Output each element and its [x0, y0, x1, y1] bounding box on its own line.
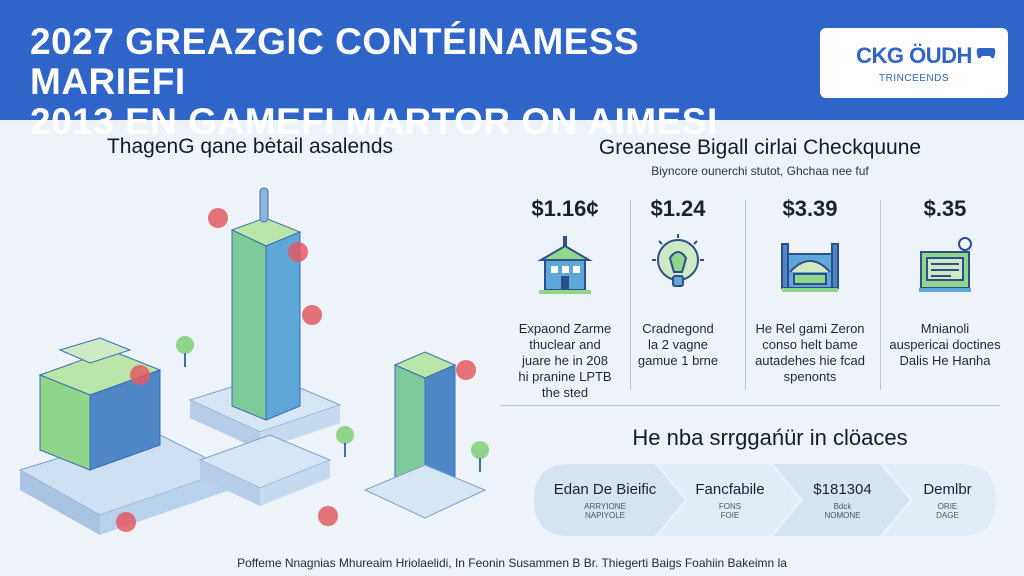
trees	[176, 336, 489, 472]
right-heading: Greanese Bigall cirlai Checkquune	[598, 136, 922, 159]
flow-heading: He nba srrggańür in clöaces	[632, 425, 908, 450]
step-subtitle: FONS FOIE	[718, 501, 742, 520]
tall-tower	[230, 187, 302, 421]
logo-subtitle: TRINCEENDS	[878, 72, 949, 84]
logo-name: CKG ÖUDH	[856, 42, 972, 68]
gamepad-icon	[976, 48, 996, 59]
process-flow: Edan De Bieific ARRYIONE NAPIYOLE Fancfa…	[530, 460, 1000, 540]
price-value: $.35	[923, 196, 967, 221]
page-title: 2027 GREAZGIC CONTÉINAMESS MARIEFI 2013 …	[30, 22, 790, 142]
price-column-3: $3.39 He Rel gami Zeron conso helt bame …	[750, 196, 870, 385]
step-subtitle: ARRYIONE NAPIYOLE	[584, 501, 626, 520]
step-title: Demlbr	[923, 480, 972, 498]
document-icon	[919, 237, 972, 292]
column-description: Cradnegond la 2 vagne gamue 1 brne	[637, 321, 719, 368]
price-value: $3.39	[782, 196, 838, 221]
price-column-4: $.35 Mnianoli auspericai doctines Dalis …	[885, 196, 1005, 369]
price-value: $1.16¢	[531, 196, 599, 221]
flow-step-1: Edan De Bieific ARRYIONE NAPIYOLE	[530, 460, 680, 540]
brand-logo: CKG ÖUDH TRINCEENDS	[820, 28, 1008, 98]
footer-note: Poffeme Nnagnias Mhureaim Hriolaelidi, I…	[237, 556, 787, 570]
left-block-building	[38, 337, 162, 471]
column-divider	[630, 200, 631, 390]
flow-step-4: Demlbr ORIE DAGE	[900, 460, 995, 540]
step-subtitle: ORIE DAGE	[936, 501, 959, 520]
flow-step-3: $181304 Bdck NOMONE	[785, 460, 900, 540]
title-line-1: 2027 GREAZGIC CONTÉINAMESS MARIEFI	[30, 21, 640, 102]
column-description: He Rel gami Zeron conso helt bame autade…	[755, 321, 865, 384]
header-banner: 2027 GREAZGIC CONTÉINAMESS MARIEFI 2013 …	[0, 0, 1024, 142]
price-column-1: $1.16¢ Expaond Zarme thuclear and juare …	[505, 196, 625, 401]
platform-center	[188, 374, 342, 506]
right-building	[363, 351, 487, 519]
building-icon	[537, 236, 593, 294]
red-badges	[116, 208, 476, 532]
left-heading: ThagenG qane bėtail asalends	[106, 135, 394, 158]
step-title: Fancfabile	[695, 480, 765, 498]
right-subheading: Biyncore ounerchi stutot, Ghchaa nee fuf	[651, 164, 869, 178]
step-subtitle: Bdck NOMONE	[824, 501, 861, 520]
flow-step-2: Fancfabile FONS FOIE	[670, 460, 790, 540]
column-description: Mnianoli auspericai doctines Dalis He Ha…	[889, 321, 1001, 368]
column-description: Expaond Zarme thuclear and juare he in 2…	[518, 321, 612, 400]
step-title: Edan De Bieific	[553, 480, 657, 498]
stadium-icon	[781, 243, 839, 292]
city-buildings-illustration	[18, 187, 489, 535]
section-divider	[500, 405, 1000, 406]
lightbulb-icon	[652, 234, 704, 287]
price-column-2: $1.24 Cradnegond la 2 vagne gamue 1 brne	[618, 196, 738, 369]
step-title: $181304	[813, 480, 872, 498]
column-divider	[745, 200, 746, 390]
price-value: $1.24	[650, 196, 706, 221]
flow-chevrons	[534, 464, 996, 536]
title-line-2: 2013 EN GAMEFI MARTOR ON AIMESI	[30, 101, 718, 142]
column-divider	[880, 200, 881, 390]
